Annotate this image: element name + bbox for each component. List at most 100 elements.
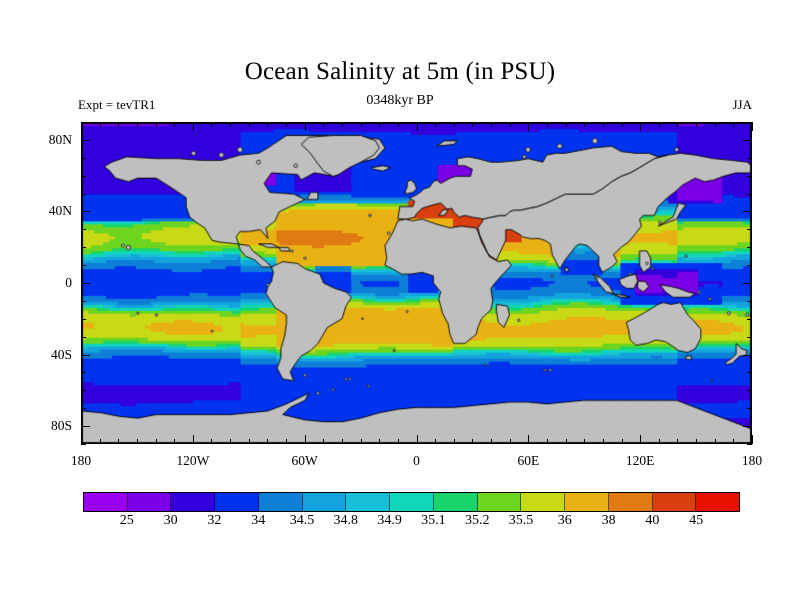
x-axis-tick bbox=[286, 439, 288, 444]
x-axis-tick bbox=[397, 439, 399, 444]
x-axis-tick bbox=[323, 439, 325, 444]
x-axis-tick bbox=[174, 439, 176, 444]
x-axis-tick-top bbox=[174, 122, 176, 127]
x-axis-label: 0 bbox=[413, 453, 420, 468]
x-axis-tick bbox=[379, 439, 381, 444]
y-axis-tick bbox=[81, 265, 86, 267]
x-axis-tick-top bbox=[602, 122, 604, 127]
x-axis-tick bbox=[658, 439, 660, 444]
x-axis-tick-top bbox=[733, 122, 735, 127]
x-axis-tick-top bbox=[714, 122, 716, 127]
x-axis-tick bbox=[155, 439, 157, 444]
y-axis-tick-right bbox=[743, 283, 752, 284]
map-plot-area bbox=[81, 122, 752, 444]
colorbar-tick-labels: 25 30 32 34 34.5 34.8 34.9 35.1 35.2 35.5 36 38 40 45 bbox=[83, 513, 740, 535]
x-axis-tick-top bbox=[118, 122, 120, 127]
page-title: Ocean Salinity at 5m (in PSU) bbox=[244, 58, 556, 85]
x-axis-tick bbox=[136, 439, 138, 444]
x-axis-tick bbox=[752, 435, 753, 444]
x-axis-label: 60E bbox=[517, 453, 540, 468]
y-axis-tick bbox=[81, 193, 86, 195]
y-axis-label: 0 bbox=[65, 275, 72, 290]
x-axis-tick-top bbox=[546, 122, 548, 127]
x-axis-tick bbox=[230, 439, 232, 444]
x-axis-tick bbox=[677, 439, 679, 444]
x-axis-tick-top bbox=[81, 122, 82, 131]
x-axis-tick-top bbox=[99, 122, 101, 127]
colorbar-segment bbox=[521, 493, 566, 511]
colorbar-tick-label: 34.5 bbox=[289, 513, 315, 528]
x-axis-tick-top bbox=[640, 122, 642, 131]
x-axis-tick bbox=[602, 439, 604, 444]
y-axis-tick bbox=[81, 372, 86, 374]
x-axis-tick bbox=[416, 435, 418, 444]
x-axis-tick bbox=[696, 439, 698, 444]
colorbar-segment bbox=[433, 493, 478, 511]
x-axis-tick bbox=[584, 439, 586, 444]
x-axis-tick bbox=[491, 439, 493, 444]
y-axis-tick-right bbox=[747, 318, 752, 320]
x-axis-tick-top bbox=[136, 122, 138, 127]
x-axis-tick-top bbox=[677, 122, 679, 127]
x-axis-tick bbox=[733, 439, 735, 444]
x-axis-tick bbox=[621, 439, 623, 444]
colorbar-segment bbox=[390, 493, 434, 511]
colorbar-tick-label: 25 bbox=[119, 513, 134, 528]
colorbar-segment bbox=[84, 493, 128, 511]
x-axis-tick bbox=[248, 439, 250, 444]
y-axis-tick bbox=[81, 139, 90, 141]
y-axis-tick-right bbox=[747, 193, 752, 195]
colorbar-segment bbox=[258, 493, 303, 511]
y-axis-label: 40S bbox=[50, 346, 72, 362]
x-axis-tick-top bbox=[341, 122, 343, 127]
y-axis-tick-right bbox=[747, 175, 752, 177]
colorbar-tick-label: 45 bbox=[689, 513, 704, 528]
y-axis-tick bbox=[81, 336, 86, 338]
x-axis-label: 120W bbox=[176, 453, 210, 468]
y-axis-tick-right bbox=[747, 444, 752, 445]
y-axis-tick-right bbox=[747, 122, 752, 123]
y-axis-tick bbox=[81, 283, 90, 284]
colorbar-tick-label: 32 bbox=[207, 513, 222, 528]
x-axis-tick bbox=[99, 439, 101, 444]
x-axis-tick-top bbox=[360, 122, 362, 127]
y-axis-tick-right bbox=[747, 408, 752, 410]
x-axis-tick bbox=[81, 435, 82, 444]
y-axis-tick-right bbox=[743, 139, 752, 141]
colorbar-segment bbox=[477, 493, 522, 511]
x-axis-tick bbox=[304, 435, 306, 444]
x-axis-tick bbox=[565, 439, 567, 444]
x-axis-tick bbox=[341, 439, 343, 444]
y-axis-tick-right bbox=[747, 265, 752, 267]
colorbar-segment bbox=[302, 493, 347, 511]
colorbar-segment bbox=[696, 493, 740, 511]
y-axis-tick bbox=[81, 426, 90, 428]
y-axis-tick bbox=[81, 408, 86, 410]
y-axis-tick-right bbox=[747, 247, 752, 249]
y-axis-tick bbox=[81, 247, 86, 249]
colorbar-segment bbox=[127, 493, 172, 511]
colorbar-segment bbox=[346, 493, 391, 511]
x-axis-label: 60W bbox=[291, 453, 318, 468]
y-axis-tick bbox=[81, 122, 86, 123]
y-axis-tick-right bbox=[747, 336, 752, 338]
x-axis-tick bbox=[472, 439, 474, 444]
x-axis-tick-top bbox=[379, 122, 381, 127]
x-axis-tick bbox=[435, 439, 437, 444]
colorbar bbox=[83, 492, 740, 512]
y-axis-label: 80S bbox=[50, 418, 72, 434]
x-axis-tick-top bbox=[304, 122, 306, 131]
x-axis-tick-top bbox=[584, 122, 586, 127]
x-axis-tick bbox=[546, 439, 548, 444]
y-axis-tick-right bbox=[747, 229, 752, 231]
x-axis-tick-top bbox=[509, 122, 511, 127]
x-axis-tick bbox=[528, 435, 530, 444]
x-axis-tick-top bbox=[286, 122, 288, 127]
colorbar-tick-label: 35.1 bbox=[421, 513, 446, 528]
y-axis-tick bbox=[81, 354, 90, 356]
season-label: JJA bbox=[732, 97, 752, 112]
x-axis-tick-top bbox=[248, 122, 250, 127]
x-axis-tick-top bbox=[752, 122, 753, 131]
x-axis-tick-top bbox=[230, 122, 232, 127]
